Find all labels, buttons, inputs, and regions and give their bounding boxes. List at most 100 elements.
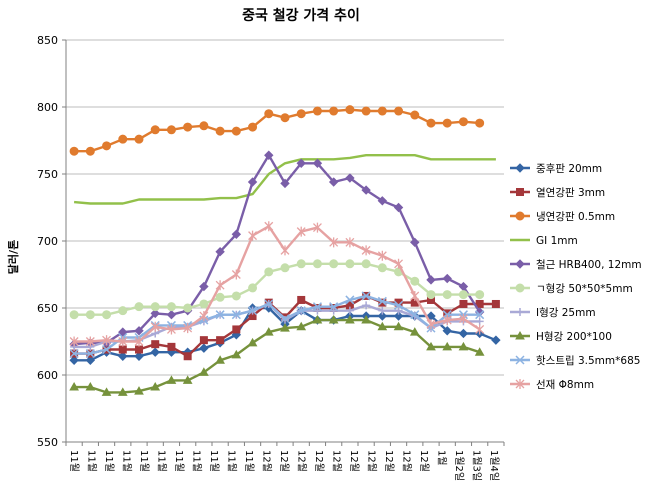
data-point: [296, 226, 306, 237]
data-point: [378, 306, 387, 315]
data-point: [118, 306, 128, 316]
data-point: [85, 349, 95, 359]
data-point: [134, 386, 144, 395]
data-point: [393, 311, 404, 321]
data-point: [69, 349, 79, 359]
data-point: [361, 245, 371, 256]
data-point: [377, 196, 388, 206]
data-point: [312, 222, 322, 233]
data-point: [296, 306, 306, 316]
x-tick-label: 11월: [85, 450, 97, 472]
data-point: [216, 336, 225, 345]
data-point: [135, 345, 143, 354]
data-point: [166, 324, 176, 335]
data-point: [474, 347, 485, 356]
y-tick-label: 550: [37, 436, 58, 449]
data-point: [426, 290, 436, 300]
legend-swatch-marker: [516, 308, 524, 316]
series-4: [73, 154, 496, 205]
data-point: [183, 352, 192, 361]
legend-item-8: H형강 200*100: [510, 330, 612, 343]
y-tick-label: 750: [37, 168, 58, 181]
data-point: [69, 336, 79, 347]
gridlines: [66, 39, 504, 443]
legend-swatch-marker: [515, 283, 525, 293]
data-point: [377, 311, 388, 321]
data-point: [248, 230, 258, 241]
data-point: [361, 291, 371, 301]
data-point: [442, 326, 452, 336]
y-tick-label: 850: [37, 34, 58, 47]
data-point: [329, 306, 338, 315]
data-point: [280, 323, 290, 332]
x-tick-label: 1월: [436, 450, 448, 466]
data-point: [296, 109, 306, 119]
data-point: [426, 319, 436, 330]
data-point: [442, 118, 452, 128]
legend-label: 중후판 20mm: [536, 163, 602, 175]
data-point: [377, 106, 387, 116]
data-point: [199, 343, 209, 353]
data-point: [166, 309, 177, 320]
data-point: [458, 117, 468, 127]
data-point: [263, 327, 274, 336]
data-point: [85, 382, 96, 391]
x-tick-label: 12월: [418, 450, 430, 472]
data-point: [458, 341, 469, 351]
data-point: [85, 355, 96, 365]
data-point: [199, 336, 208, 345]
data-point: [377, 321, 388, 331]
data-point: [442, 290, 452, 300]
data-point: [150, 347, 160, 357]
data-point: [377, 250, 387, 261]
data-point: [166, 302, 176, 312]
x-tick-label: 11월: [173, 450, 185, 472]
data-point: [264, 109, 274, 119]
data-point: [248, 306, 258, 316]
chart-title: 중국 철강 가격 추이: [242, 7, 360, 24]
data-point: [410, 110, 420, 120]
data-point: [134, 351, 144, 361]
data-point: [231, 291, 241, 301]
legend-item-3: 냉연강판 0.5mm: [510, 211, 615, 223]
series-layer: [69, 105, 501, 396]
data-point: [167, 342, 176, 351]
data-point: [183, 323, 193, 334]
x-tick-labels: 11월 11월 11월 11월 11월 11월 11월 11월 11월 11월 11월 12월 12월 1…: [68, 450, 500, 481]
data-point: [150, 382, 161, 391]
data-point: [345, 295, 355, 305]
legend-item-9: 핫스트립 3.5mm*685: [510, 354, 640, 367]
data-point: [151, 340, 160, 349]
data-point: [394, 300, 404, 310]
x-tick-label: 11월: [155, 450, 167, 472]
data-point: [199, 299, 209, 309]
data-point: [280, 314, 290, 324]
data-point: [231, 349, 242, 359]
x-tick-label: 11월: [103, 450, 115, 472]
data-point: [458, 313, 468, 324]
data-point: [85, 146, 95, 156]
y-tick-label: 800: [37, 101, 58, 114]
data-point: [393, 321, 404, 331]
data-point: [199, 367, 209, 376]
data-point: [215, 292, 225, 302]
legend-label: I형강 25mm: [536, 307, 596, 319]
x-tick-label: 12월: [296, 450, 308, 472]
legend-label: 냉연강판 0.5mm: [536, 211, 615, 223]
legend-label: GI 1mm: [536, 235, 578, 247]
data-point: [199, 281, 209, 292]
data-point: [361, 106, 371, 116]
data-point: [231, 269, 241, 280]
data-point: [69, 146, 79, 156]
data-point: [394, 306, 403, 315]
data-point: [491, 335, 501, 345]
x-tick-label: 11월: [243, 450, 255, 472]
data-point: [118, 351, 128, 361]
data-point: [426, 275, 436, 285]
data-point: [150, 308, 160, 319]
data-point: [410, 290, 420, 301]
data-point: [102, 335, 112, 346]
data-point: [247, 337, 258, 347]
data-point: [458, 328, 469, 339]
